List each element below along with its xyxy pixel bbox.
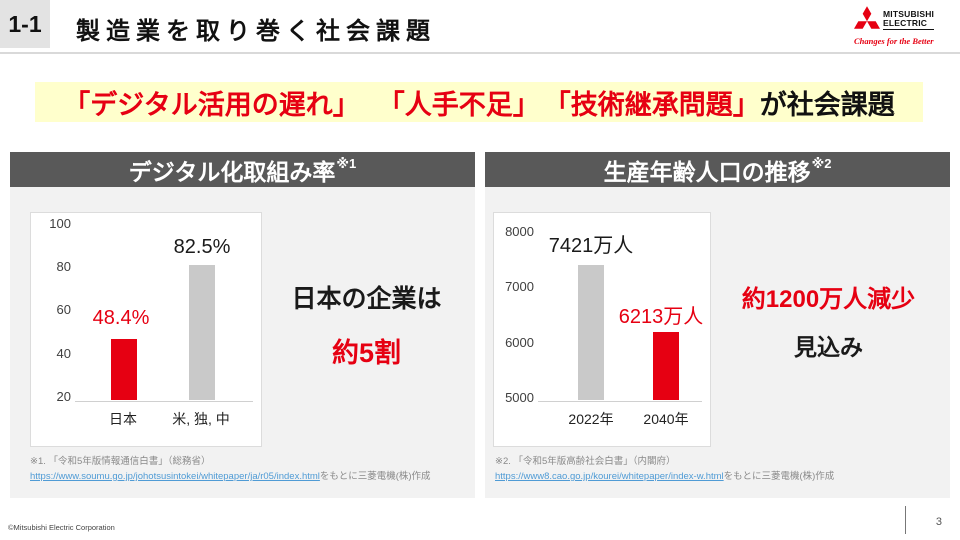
bar-category-label: 2040年 [643,411,689,427]
panel-digitalization-body: 100 80 60 40 20 48.4% 82.5% 日本 米, 独, 中 日… [10,187,475,498]
digitalization-bar-chart: 100 80 60 40 20 48.4% 82.5% 日本 米, 独, 中 [30,212,262,447]
panel-digitalization-title: デジタル化取組み率 [128,158,336,185]
panel-population-title: 生産年齢人口の推移 [603,158,811,185]
panel-population-header: 生産年齢人口の推移 ※2 [485,152,950,187]
content-panels: デジタル化取組み率 ※1 100 80 60 40 20 48.4% 82.5% … [10,152,950,498]
footnote-ref-1: ※1 [336,155,357,171]
logo-tagline: Changes for the Better [854,36,934,46]
population-bar-chart: 8000 7000 6000 5000 7421万人 6213万人 2022年 … [493,212,711,447]
banner-phrase-skill-succession: 「技術継承問題」 [543,89,760,120]
logo-brand-line1: MITSUBISHI [883,8,935,19]
message-highlight: 約1200万人減少 [741,286,916,313]
bar-us-germany-china [189,265,215,400]
y-axis-tick: 100 [49,216,71,231]
page-title: 製造業を取り巻く社会課題 [76,18,436,45]
x-axis-line [538,401,702,402]
footnote-suffix: をもとに三菱電機(株)作成 [319,470,431,482]
bar-value-label: 82.5% [173,236,231,258]
y-axis-tick: 7000 [505,279,534,294]
panel-digitalization-header: デジタル化取組み率 ※1 [10,152,475,187]
bar-category-label: 2022年 [568,411,614,427]
panel-population: 生産年齢人口の推移 ※2 8000 7000 6000 5000 7421万人 6… [485,152,950,498]
message-line: 見込み [794,334,863,360]
bar-2022 [578,265,604,400]
y-axis-tick: 8000 [505,224,534,239]
logo-wordmark: MITSUBISHI ELECTRIC [883,8,935,31]
bar-value-label: 48.4% [92,307,150,329]
bar-2040 [653,332,679,400]
logo-brand-line2: ELECTRIC [883,18,928,28]
footnote-suffix: をもとに三菱電機(株)作成 [723,470,835,482]
page-number-divider [905,506,906,534]
panel-digitalization-message: 日本の企業は 約5割 [262,279,471,370]
mitsubishi-electric-logo: MITSUBISHI ELECTRIC Changes for the Bett… [854,6,950,46]
footnote-2: ※2. 「令和5年版高齢社会白書」（内閣府） https://www8.cao.… [495,454,834,484]
header-divider [0,52,960,54]
footnote-1: ※1. 「令和5年版情報通信白書」（総務省） https://www.soumu… [30,454,431,484]
bar-value-label: 6213万人 [618,306,704,328]
y-axis-tick: 80 [56,259,71,274]
y-axis-tick: 20 [56,389,71,404]
y-axis-tick: 60 [56,302,71,317]
footnote-source: ※1. 「令和5年版情報通信白書」（総務省） [30,455,211,467]
three-diamonds-icon [854,6,880,34]
key-message-banner: 「デジタル活用の遅れ」 「人手不足」 「技術継承問題」 が社会課題 [35,82,923,122]
message-highlight: 約5割 [331,338,402,368]
slide-section-number: 1-1 [0,0,50,48]
y-axis-tick: 6000 [505,335,534,350]
footnote-ref-2: ※2 [811,155,832,171]
bar-category-label: 日本 [109,411,137,427]
panel-population-body: 8000 7000 6000 5000 7421万人 6213万人 2022年 … [485,187,950,498]
bar-category-label: 米, 独, 中 [172,411,230,427]
message-line: 日本の企業は [291,285,442,313]
banner-phrase-labor-shortage: 「人手不足」 [377,89,540,120]
footnote-source: ※2. 「令和5年版高齢社会白書」（内閣府） [495,455,676,467]
banner-suffix: が社会課題 [759,89,895,120]
page-number: 3 [935,516,942,528]
banner-phrase-digital-delay: 「デジタル活用の遅れ」 [63,89,360,120]
bar-japan [111,339,137,400]
copyright-notice: ©Mitsubishi Electric Corporation [8,523,115,532]
bar-value-label: 7421万人 [548,235,634,257]
x-axis-line [75,401,253,402]
panel-population-message: 約1200万人減少 見込み [709,279,948,362]
footnote-link[interactable]: https://www8.cao.go.jp/kourei/whitepaper… [495,470,724,482]
panel-digitalization: デジタル化取組み率 ※1 100 80 60 40 20 48.4% 82.5% … [10,152,475,498]
y-axis-tick: 5000 [505,390,534,405]
footnote-link[interactable]: https://www.soumu.go.jp/johotsusintokei/… [30,470,320,482]
y-axis-tick: 40 [56,346,71,361]
